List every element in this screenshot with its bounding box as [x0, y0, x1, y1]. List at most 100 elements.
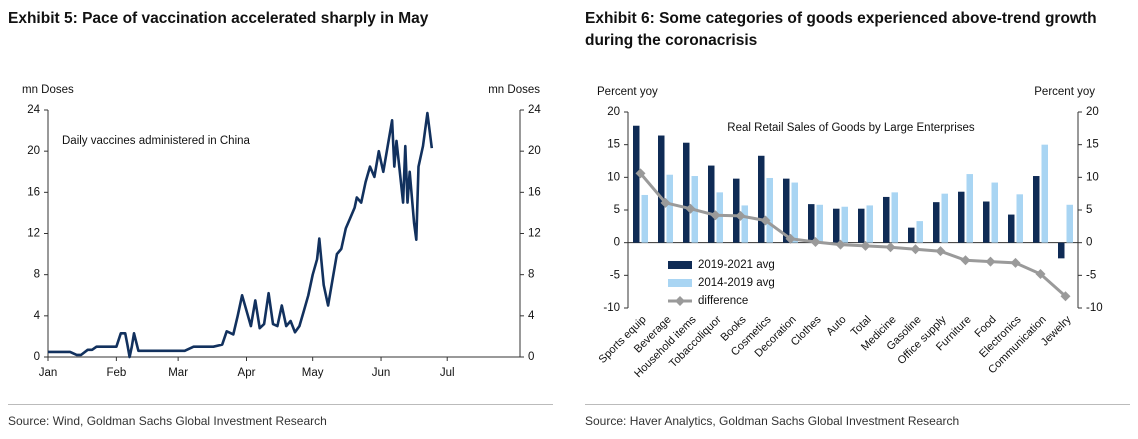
bar	[783, 178, 790, 243]
difference-marker	[885, 242, 896, 253]
bar	[966, 174, 973, 243]
y2-axis-label: Percent yoy	[1034, 86, 1095, 98]
y2-tick-label: 8	[528, 269, 534, 281]
source-note: Source: Haver Analytics, Goldman Sachs G…	[585, 414, 960, 428]
difference-marker	[1010, 257, 1021, 268]
y-tick-label: 4	[34, 310, 41, 322]
x-tick-label: May	[302, 367, 324, 379]
bar	[1016, 194, 1023, 243]
bar	[1033, 176, 1040, 243]
bar	[816, 204, 823, 243]
y2-tick-label: 24	[528, 104, 541, 116]
bar	[633, 125, 640, 243]
bar	[1041, 144, 1048, 243]
y2-tick-label: 4	[528, 310, 535, 322]
y-tick-label: 5	[614, 204, 620, 216]
bar	[991, 182, 998, 243]
y-axis-label: Percent yoy	[597, 86, 658, 98]
legend-swatch	[668, 261, 692, 269]
y-axis-label: mn Doses	[22, 84, 74, 96]
difference-marker	[935, 246, 946, 257]
separator	[585, 404, 1130, 405]
y-tick-label: -5	[610, 269, 620, 281]
bar	[808, 204, 815, 243]
legend-label: difference	[698, 295, 748, 307]
difference-marker	[635, 168, 646, 179]
y2-tick-label: 5	[1086, 204, 1092, 216]
bar	[933, 202, 940, 243]
bar	[891, 192, 898, 243]
chart: -10 -5 0 5 10 15 20 -10 -5 0 5 10 15 20 Percent yoy Per…	[597, 86, 1103, 380]
difference-marker	[660, 197, 671, 208]
x-tick-label: Jul	[440, 367, 455, 379]
bar	[758, 155, 765, 243]
bar	[666, 174, 673, 243]
y2-axis-label: mn Doses	[488, 84, 540, 96]
y2-tick-label: 16	[528, 186, 541, 198]
y2-tick-label: 12	[528, 228, 541, 240]
x-tick-label: Mar	[168, 367, 188, 379]
bar	[791, 182, 798, 243]
difference-marker	[960, 255, 971, 266]
chart-title: Exhibit 6: Some categories of goods expe…	[585, 10, 1097, 49]
y-tick-label: 10	[607, 171, 620, 183]
y-tick-label: 20	[27, 145, 40, 157]
difference-marker	[760, 215, 771, 226]
legend-swatch	[668, 279, 692, 287]
source-note: Source: Wind, Goldman Sachs Global Inves…	[8, 414, 327, 428]
y2-tick-label: -10	[1086, 302, 1103, 314]
y-tick-label: 15	[607, 139, 620, 151]
difference-marker	[1035, 269, 1046, 280]
annotation: Real Retail Sales of Goods by Large Ente…	[727, 122, 975, 134]
data-line	[48, 111, 434, 359]
difference-marker	[910, 244, 921, 255]
bar	[708, 165, 715, 243]
y-tick-label: 0	[34, 351, 40, 363]
separator	[8, 404, 553, 405]
bar	[683, 142, 690, 243]
y-tick-label: 0	[614, 237, 620, 249]
bar	[841, 206, 848, 243]
y2-tick-label: 10	[1086, 171, 1099, 183]
x-tick-label: Jan	[39, 367, 58, 379]
bar	[958, 191, 965, 243]
y2-tick-label: 0	[528, 351, 534, 363]
y2-tick-label: 0	[1086, 237, 1092, 249]
bar	[1058, 242, 1065, 259]
difference-marker	[785, 233, 796, 244]
bar	[866, 205, 873, 243]
bar	[908, 227, 915, 243]
bar	[883, 196, 890, 243]
chart-title: Exhibit 5: Pace of vaccination accelerat…	[8, 10, 429, 27]
y-tick-label: 16	[27, 186, 40, 198]
bar	[741, 205, 748, 243]
legend-label: 2014-2019 avg	[698, 277, 775, 289]
x-tick-label: Apr	[238, 367, 256, 379]
y-tick-label: -10	[603, 302, 620, 314]
bar	[733, 178, 740, 243]
difference-marker	[810, 237, 821, 248]
legend-swatch	[675, 296, 685, 306]
y2-tick-label: 20	[1086, 106, 1099, 118]
y-tick-label: 20	[607, 106, 620, 118]
bar	[833, 208, 840, 243]
bar	[641, 194, 648, 243]
bar	[983, 201, 990, 243]
bar	[941, 193, 948, 243]
legend-label: 2019-2021 avg	[698, 259, 775, 271]
difference-marker	[860, 240, 871, 251]
y-tick-label: 8	[34, 269, 40, 281]
bar	[916, 221, 923, 243]
bar	[658, 135, 665, 243]
x-tick-label: Auto	[824, 314, 848, 338]
y2-tick-label: 20	[528, 145, 541, 157]
bar	[766, 177, 773, 243]
bar	[1008, 214, 1015, 243]
y-tick-label: 12	[27, 228, 40, 240]
difference-marker	[685, 203, 696, 214]
y2-tick-label: 15	[1086, 139, 1099, 151]
x-tick-label: Feb	[106, 367, 126, 379]
difference-marker	[985, 256, 996, 267]
difference-marker	[710, 210, 721, 221]
